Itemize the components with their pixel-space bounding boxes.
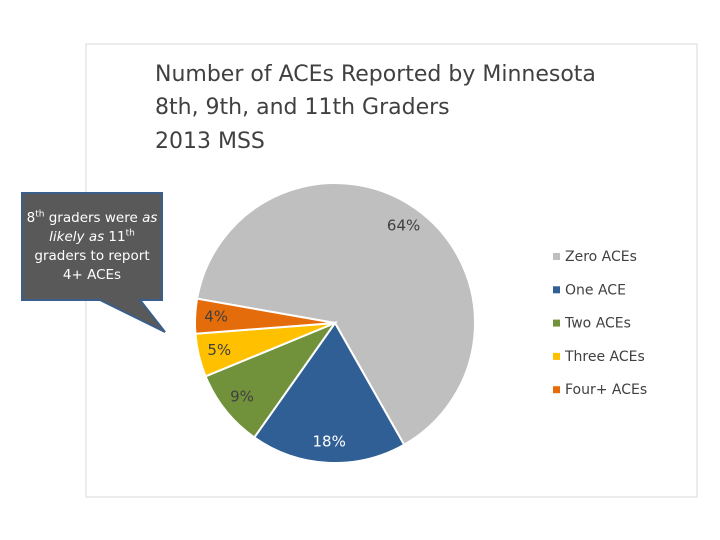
legend-label: One ACE: [565, 282, 626, 298]
data-label: 64%: [387, 216, 420, 234]
callout-box: [21, 192, 166, 333]
callout-text-part: graders to report 4+ ACEs: [34, 247, 150, 283]
data-label: 18%: [313, 432, 346, 450]
chart-title: Number of ACEs Reported by Minnesota: [155, 62, 596, 87]
callout-text-part: 8: [26, 209, 36, 226]
chart-title: 8th, 9th, and 11th Graders: [155, 95, 450, 120]
callout-text-part: 11: [104, 228, 126, 245]
data-label: 9%: [230, 388, 254, 406]
pie-slice: [195, 182, 476, 447]
legend-swatch: [553, 319, 560, 327]
pie-slice: [194, 297, 336, 335]
callout-text: 8th graders were as likely as 11th grade…: [24, 209, 160, 285]
callout-text-part: graders were: [44, 209, 143, 226]
data-label: 4%: [204, 308, 228, 326]
callout-sup: th: [125, 228, 135, 238]
callout-italic: as likely as: [49, 209, 158, 245]
legend-label: Zero ACEs: [565, 249, 637, 265]
legend-swatch: [553, 352, 560, 360]
pie-slice: [204, 320, 338, 439]
legend-label: Four+ ACEs: [565, 382, 647, 398]
callout-sup: th: [35, 209, 45, 219]
pie-slice: [252, 321, 406, 464]
chart-title: 2013 MSS: [155, 129, 265, 154]
legend-swatch: [553, 286, 560, 294]
data-label: 5%: [207, 341, 231, 359]
callout: 8th graders were as likely as 11th grade…: [24, 195, 160, 298]
legend-label: Three ACEs: [564, 349, 645, 365]
legend-label: Two ACEs: [564, 316, 631, 332]
legend-swatch: [553, 386, 560, 394]
legend-swatch: [553, 253, 560, 260]
